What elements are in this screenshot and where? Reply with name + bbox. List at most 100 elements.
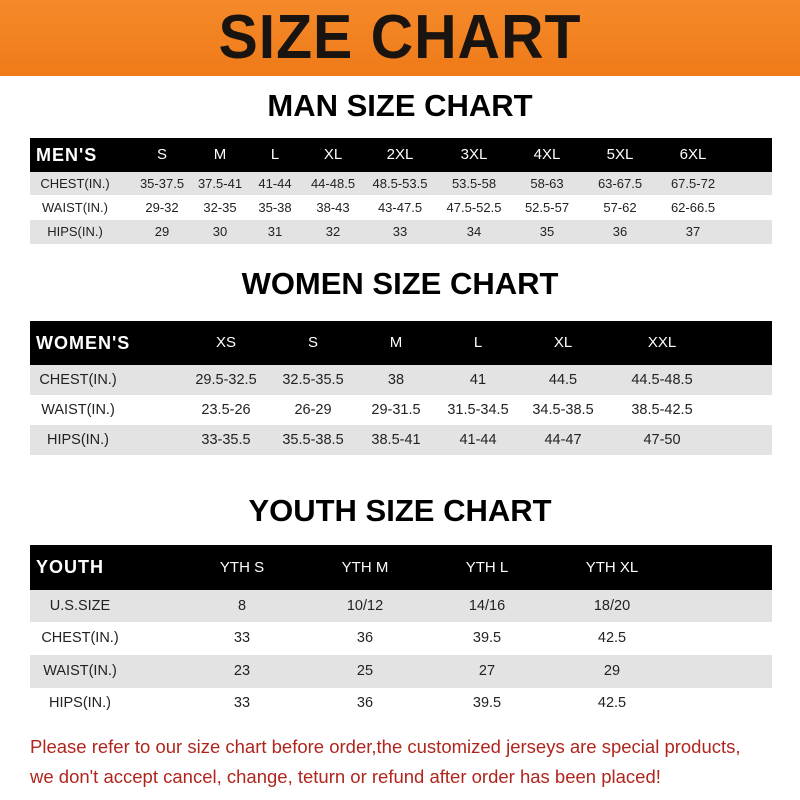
youth-title: YOUTH SIZE CHART: [248, 493, 552, 528]
table-row: CHEST(IN.) 35-37.5 37.5-41 41-44 44-48.5 48.5…: [30, 172, 772, 195]
table-row: CHEST(IN.) 29.5-32.5 32.5-35.5 38 41 44.5 44.5…: [30, 365, 772, 395]
size-value: 36: [356, 695, 374, 711]
size-value: 62-66.5: [670, 200, 716, 215]
size-value: 36: [356, 630, 374, 646]
size-value: 67.5-72: [670, 176, 716, 191]
size-value: 23: [233, 663, 251, 679]
table-row: HIPS(IN.) 33-35.5 35.5-38.5 38.5-41 41-44 44-…: [30, 425, 772, 455]
size-header: M: [213, 146, 227, 163]
size-header: M: [389, 334, 403, 351]
size-value: 31: [267, 224, 283, 239]
size-header: YTH S: [219, 559, 265, 576]
size-value: 29: [603, 663, 621, 679]
size-value: 35-38: [258, 200, 292, 215]
size-header: YTH L: [465, 559, 509, 576]
notice-line-1: Please refer to our size chart before or…: [30, 736, 741, 757]
size-value: 52.5-57: [524, 200, 570, 215]
size-value: 38: [387, 372, 405, 388]
row-label: WAIST(IN.): [41, 402, 115, 418]
row-label: CHEST(IN.): [41, 630, 119, 646]
size-value: 42.5: [597, 630, 627, 646]
size-value: 18/20: [593, 598, 631, 614]
size-value: 31.5-34.5: [447, 402, 509, 418]
size-value: 34: [466, 224, 482, 239]
size-value: 39.5: [472, 630, 502, 646]
table-row: CHEST(IN.) 33 36 39.5 42.5: [30, 622, 772, 655]
size-value: 23.5-26: [201, 402, 251, 418]
size-value: 44-47: [544, 432, 582, 448]
size-value: 41-44: [459, 432, 497, 448]
size-value: 29.5-32.5: [195, 372, 257, 388]
size-value: 38.5-42.5: [631, 402, 693, 418]
size-value: 58-63: [530, 176, 564, 191]
size-value: 53.5-58: [451, 176, 497, 191]
row-label: HIPS(IN.): [46, 432, 110, 448]
size-value: 14/16: [468, 598, 506, 614]
row-label: WAIST(IN.): [42, 200, 108, 215]
header-row: WOMEN'S XS S M L XL XXL: [30, 321, 772, 365]
size-value: 27: [478, 663, 496, 679]
size-value: 42.5: [597, 695, 627, 711]
row-label: CHEST(IN.): [39, 372, 117, 388]
size-value: 35-37.5: [139, 176, 185, 191]
size-value: 47.5-52.5: [446, 200, 502, 215]
size-value: 41: [469, 372, 487, 388]
size-header: XXL: [647, 334, 677, 351]
size-value: 10/12: [346, 598, 384, 614]
men-title: MAN SIZE CHART: [267, 88, 533, 123]
size-value: 36: [612, 224, 628, 239]
size-value: 33-35.5: [201, 432, 251, 448]
size-value: 35.5-38.5: [282, 432, 344, 448]
size-value: 33: [233, 630, 251, 646]
size-value: 32.5-35.5: [282, 372, 344, 388]
size-value: 8: [237, 598, 247, 614]
size-header: S: [156, 146, 168, 163]
row-label: HIPS(IN.): [47, 224, 103, 239]
size-value: 32: [325, 224, 341, 239]
size-header: YTH M: [341, 559, 389, 576]
row-label: U.S.SIZE: [49, 598, 111, 614]
size-value: 41-44: [258, 176, 292, 191]
size-header: L: [270, 146, 280, 163]
size-header: S: [307, 334, 319, 351]
size-value: 29-32: [145, 200, 179, 215]
row-label: WAIST(IN.): [43, 663, 117, 679]
size-value: 39.5: [472, 695, 502, 711]
size-value: 44.5: [548, 372, 578, 388]
table-title: YOUTH: [36, 557, 104, 577]
size-value: 30: [212, 224, 228, 239]
size-value: 33: [392, 224, 408, 239]
size-header: 4XL: [533, 146, 561, 163]
table-row: HIPS(IN.) 33 36 39.5 42.5: [30, 688, 772, 718]
size-value: 26-29: [294, 402, 332, 418]
women-size-table: WOMEN'S XS S M L XL XXL CHEST(IN.) 29.5-32.5 32.5…: [30, 321, 772, 455]
size-value: 44-48.5: [310, 176, 356, 191]
size-header: 5XL: [606, 146, 634, 163]
table-row: WAIST(IN.) 23 25 27 29: [30, 655, 772, 688]
banner: SIZE CHART: [0, 0, 800, 76]
header-row: YOUTH YTH S YTH M YTH L YTH XL: [30, 545, 772, 590]
size-value: 33: [233, 695, 251, 711]
notice-line-2: we don't accept cancel, change, teturn o…: [30, 766, 661, 787]
table-title: MEN'S: [36, 145, 98, 165]
size-header: 3XL: [460, 146, 488, 163]
row-label: HIPS(IN.): [48, 695, 112, 711]
size-value: 25: [356, 663, 374, 679]
table-row: HIPS(IN.) 29 30 31 32 33 34 35 36 37: [30, 220, 772, 244]
banner-title: SIZE CHART: [218, 3, 582, 72]
size-value: 34.5-38.5: [532, 402, 594, 418]
size-header: 6XL: [679, 146, 707, 163]
size-header: L: [473, 334, 483, 351]
table-row: WAIST(IN.) 23.5-26 26-29 29-31.5 31.5-34.5 34…: [30, 395, 772, 425]
row-label: CHEST(IN.): [40, 176, 110, 191]
size-value: 47-50: [643, 432, 681, 448]
size-header: XS: [215, 334, 237, 351]
size-header: XL: [553, 334, 573, 351]
size-value: 38.5-41: [371, 432, 421, 448]
women-title: WOMEN SIZE CHART: [241, 266, 559, 301]
size-value: 57-62: [603, 200, 637, 215]
table-row: WAIST(IN.) 29-32 32-35 35-38 38-43 43-47.5 47.…: [30, 195, 772, 220]
size-value: 43-47.5: [377, 200, 423, 215]
size-value: 63-67.5: [597, 176, 643, 191]
men-size-table: MEN'S S M L XL 2XL 3XL 4XL 5XL 6XL CHEST(IN.) 35-37…: [30, 138, 772, 244]
